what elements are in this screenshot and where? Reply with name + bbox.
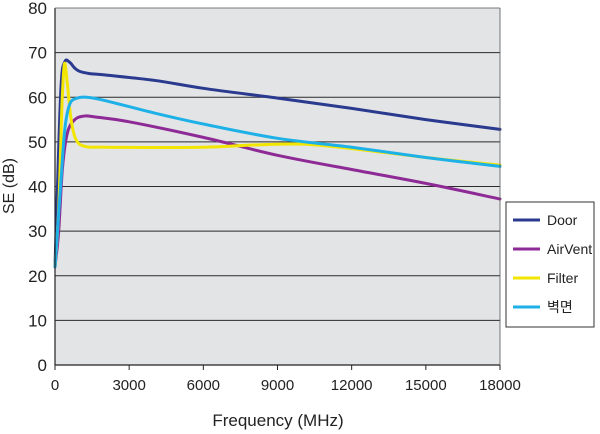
x-tick-label: 0 (51, 377, 59, 394)
x-tick-label: 15000 (405, 377, 447, 394)
legend-label: 벽면 (547, 299, 573, 315)
x-tick-label: 6000 (187, 377, 220, 394)
y-tick-label: 0 (38, 356, 47, 375)
y-tick-label: 20 (28, 267, 47, 286)
x-tick-label: 18000 (479, 377, 521, 394)
y-axis-title: SE (dB) (1, 158, 18, 214)
legend-label: Filter (547, 270, 578, 286)
x-tick-label: 12000 (331, 377, 373, 394)
y-tick-label: 70 (28, 44, 47, 63)
x-tick-label: 3000 (112, 377, 145, 394)
y-tick-labels: 0 10 20 30 40 50 60 70 80 (28, 0, 47, 375)
y-tick-label: 80 (28, 0, 47, 18)
y-tick-label: 50 (28, 133, 47, 152)
legend-label: Door (547, 212, 578, 228)
y-tick-label: 30 (28, 222, 47, 241)
x-tick-labels: 0 3000 6000 9000 12000 15000 18000 (51, 365, 521, 394)
y-tick-label: 10 (28, 311, 47, 330)
y-tick-label: 40 (28, 178, 47, 197)
y-tick-label: 60 (28, 88, 47, 107)
line-chart: 0 10 20 30 40 50 60 70 80 0 3000 6000 9000 12000 1500… (0, 0, 600, 434)
legend: Door AirVent Filter 벽면 (506, 202, 594, 327)
x-axis-title: Frequency (MHz) (212, 411, 343, 430)
legend-label: AirVent (547, 241, 592, 257)
x-tick-label: 9000 (261, 377, 294, 394)
